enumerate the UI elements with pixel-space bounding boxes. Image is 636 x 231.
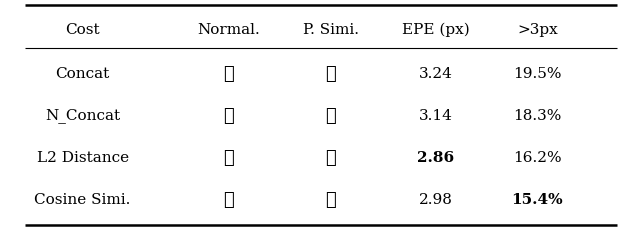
Text: L2 Distance: L2 Distance [37, 150, 128, 164]
Text: Cosine Simi.: Cosine Simi. [34, 192, 131, 206]
Text: 19.5%: 19.5% [513, 67, 562, 81]
Text: 2.86: 2.86 [417, 150, 454, 164]
Text: ✓: ✓ [326, 148, 336, 166]
Text: 18.3%: 18.3% [513, 109, 562, 122]
Text: 3.24: 3.24 [418, 67, 453, 81]
Text: 15.4%: 15.4% [511, 192, 563, 206]
Text: P. Simi.: P. Simi. [303, 23, 359, 37]
Text: ✓: ✓ [326, 190, 336, 208]
Text: ✗: ✗ [326, 106, 336, 125]
Text: ✗: ✗ [224, 65, 234, 83]
Text: ✗: ✗ [326, 65, 336, 83]
Text: 2.98: 2.98 [418, 192, 453, 206]
Text: ✗: ✗ [224, 148, 234, 166]
Text: Cost: Cost [66, 23, 100, 37]
Text: ✓: ✓ [224, 106, 234, 125]
Text: Normal.: Normal. [198, 23, 260, 37]
Text: ✓: ✓ [224, 190, 234, 208]
Text: Concat: Concat [55, 67, 110, 81]
Text: N_Concat: N_Concat [45, 108, 120, 123]
Text: 16.2%: 16.2% [513, 150, 562, 164]
Text: 3.14: 3.14 [418, 109, 453, 122]
Text: EPE (px): EPE (px) [402, 23, 469, 37]
Text: >3px: >3px [517, 23, 558, 37]
